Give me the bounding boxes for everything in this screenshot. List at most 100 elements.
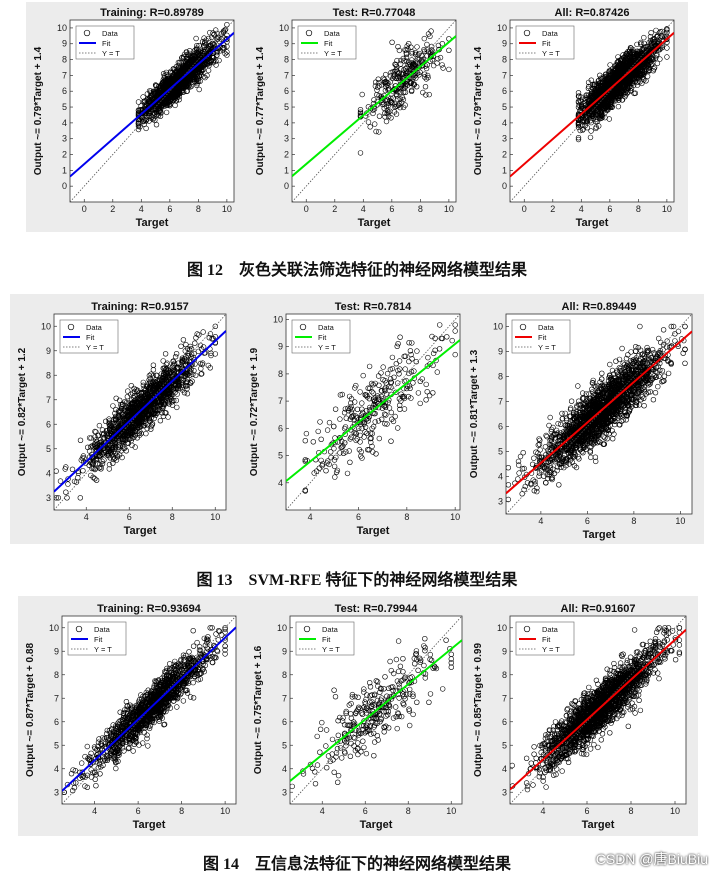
data-point <box>367 124 373 130</box>
data-point <box>384 79 390 86</box>
data-point <box>150 408 156 414</box>
data-point <box>178 343 184 349</box>
x-tick-label: 2 <box>110 204 115 214</box>
data-point <box>421 71 428 77</box>
data-point <box>183 49 190 55</box>
data-point <box>196 42 202 49</box>
data-point <box>664 45 670 51</box>
data-point <box>79 455 86 461</box>
data-point <box>165 414 171 420</box>
data-point <box>92 476 98 482</box>
x-tick-label: 8 <box>636 204 641 214</box>
legend-fit-label: Fit <box>324 39 333 48</box>
data-point <box>188 351 195 357</box>
data-point <box>440 65 446 71</box>
data-point <box>212 323 219 329</box>
data-point <box>414 44 420 50</box>
x-tick-label: 6 <box>607 204 612 214</box>
data-point <box>611 89 617 96</box>
data-point <box>194 331 200 337</box>
data-point <box>639 61 645 68</box>
y-tick-label: 1 <box>62 165 67 175</box>
data-point <box>427 33 433 40</box>
data-point <box>135 419 142 425</box>
data-point <box>112 413 119 420</box>
data-point <box>624 55 631 61</box>
data-point <box>646 55 653 61</box>
data-point <box>213 58 219 64</box>
data-point <box>148 406 154 413</box>
data-point <box>204 72 210 79</box>
data-point <box>610 77 617 84</box>
data-point <box>194 42 200 49</box>
data-point <box>617 84 623 91</box>
data-point <box>180 337 187 343</box>
data-point <box>393 67 399 73</box>
x-tick-label: 0 <box>304 204 309 214</box>
data-point <box>151 378 158 385</box>
data-point <box>144 422 151 428</box>
data-point <box>165 372 172 379</box>
data-point <box>647 45 653 52</box>
data-point <box>642 68 649 75</box>
data-point <box>151 415 157 422</box>
data-point <box>164 370 170 376</box>
x-tick-label: 2 <box>550 204 555 214</box>
data-point <box>81 455 87 461</box>
y-tick-label: 3 <box>62 134 67 144</box>
data-point <box>617 90 623 96</box>
data-point <box>624 54 630 61</box>
data-point <box>592 89 599 96</box>
data-point <box>114 452 120 459</box>
data-point <box>422 83 429 90</box>
y-tick-label: 1 <box>284 165 289 175</box>
legend-data-label: Data <box>542 29 559 38</box>
data-point <box>603 73 610 80</box>
data-point <box>641 40 647 47</box>
data-point <box>65 481 71 487</box>
data-point <box>135 422 142 429</box>
plot-content <box>54 314 226 510</box>
data-point <box>374 91 380 98</box>
data-point <box>118 440 125 447</box>
data-point <box>174 68 180 74</box>
data-point <box>163 77 169 83</box>
data-point <box>143 420 149 427</box>
y-tick-label: 1 <box>502 165 507 175</box>
data-point <box>657 34 663 41</box>
data-point <box>649 40 655 46</box>
data-point <box>197 360 204 367</box>
data-point <box>158 394 165 400</box>
x-tick-label: 10 <box>222 204 232 214</box>
data-point <box>627 44 634 51</box>
data-point <box>607 90 613 97</box>
data-point <box>161 392 167 399</box>
data-point <box>75 475 81 481</box>
data-point <box>116 428 122 435</box>
data-point <box>401 67 407 73</box>
data-point <box>425 72 431 79</box>
y-tick-label: 8 <box>284 55 289 65</box>
data-point <box>575 90 582 96</box>
data-point <box>591 98 598 105</box>
data-point <box>122 437 129 443</box>
data-point <box>383 118 390 125</box>
data-point <box>135 107 142 113</box>
data-point <box>595 102 601 109</box>
data-point <box>426 91 432 98</box>
data-point <box>183 353 189 360</box>
data-point <box>627 47 633 53</box>
y-tick-label: 8 <box>62 55 67 65</box>
data-point <box>577 116 584 122</box>
data-point <box>610 95 617 102</box>
data-point <box>413 51 419 58</box>
data-point <box>421 46 427 53</box>
data-point <box>146 377 152 383</box>
data-point <box>128 382 135 389</box>
data-point <box>591 83 597 90</box>
y-tick-label: 9 <box>284 39 289 49</box>
data-point <box>176 96 182 103</box>
data-point <box>88 435 94 441</box>
data-point <box>382 110 388 117</box>
data-point <box>616 97 622 103</box>
